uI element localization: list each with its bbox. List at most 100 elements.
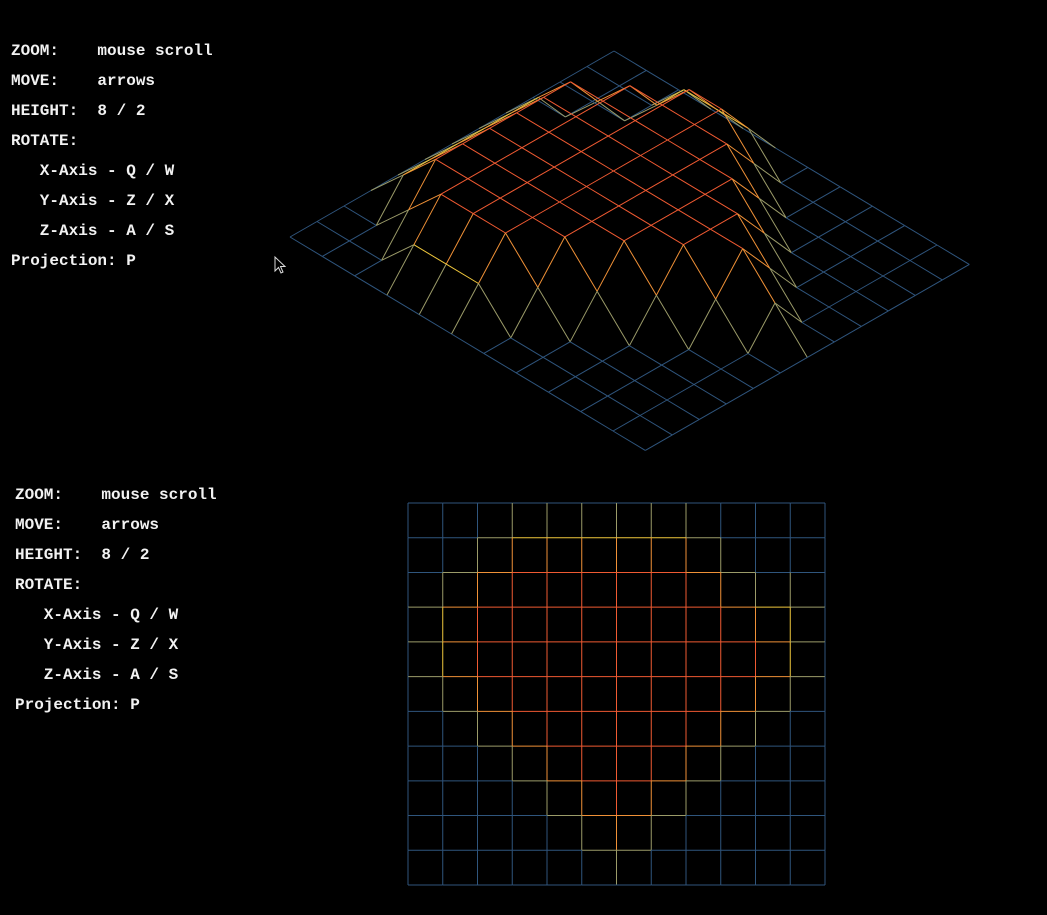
iso-edge xyxy=(780,356,808,374)
iso-edge xyxy=(645,189,679,211)
iso-edge xyxy=(661,104,695,125)
iso-edge xyxy=(602,85,631,102)
iso-edge xyxy=(591,220,625,242)
iso-edge xyxy=(639,415,673,436)
iso-edge xyxy=(445,263,479,284)
iso-edge xyxy=(548,391,581,413)
iso-edge xyxy=(758,198,792,253)
iso-edge xyxy=(704,178,733,195)
iso-edge xyxy=(462,127,490,145)
iso-edge xyxy=(483,337,512,354)
iso-edge xyxy=(505,232,539,288)
iso-edge xyxy=(720,353,749,370)
iso-edge xyxy=(640,155,674,176)
iso-edge xyxy=(672,174,706,195)
iso-edge xyxy=(780,182,814,203)
iso-edge xyxy=(354,259,382,277)
iso-edge xyxy=(747,302,776,354)
iso-edge xyxy=(812,186,841,203)
iso-edge xyxy=(553,166,587,187)
iso-edge xyxy=(780,166,809,184)
iso-edge xyxy=(823,256,851,273)
iso-edge xyxy=(791,252,824,273)
iso-edge xyxy=(882,275,916,296)
iso-edge xyxy=(376,209,409,226)
iso-edge xyxy=(570,81,604,102)
iso-edge xyxy=(564,236,598,292)
iso-edge xyxy=(343,190,372,207)
iso-edge xyxy=(408,159,437,211)
iso-edge xyxy=(613,170,647,191)
iso-edge xyxy=(440,178,469,195)
iso-edge xyxy=(655,244,684,296)
iso-edge xyxy=(580,395,608,413)
iso-edge xyxy=(349,240,382,261)
help-line: MOVE: arrows xyxy=(15,516,159,534)
iso-edge xyxy=(586,50,615,67)
iso-edge xyxy=(677,209,711,230)
iso-edge xyxy=(467,178,501,199)
iso-edge xyxy=(618,189,647,207)
iso-edge xyxy=(597,100,625,122)
iso-edge xyxy=(855,275,884,292)
iso-edge xyxy=(672,158,701,176)
iso-edge xyxy=(322,240,350,257)
iso-edge xyxy=(559,186,587,203)
iso-edge xyxy=(596,240,625,292)
iso-edge xyxy=(413,193,442,245)
iso-edge xyxy=(688,298,717,350)
iso-edge xyxy=(510,287,539,339)
iso-edge xyxy=(472,213,506,234)
iso-edge xyxy=(564,220,593,238)
iso-edge xyxy=(758,197,787,219)
iso-edge xyxy=(845,221,878,242)
iso-edge xyxy=(801,322,835,343)
help-line: ROTATE: xyxy=(11,132,78,150)
iso-edge xyxy=(542,341,571,358)
iso-edge xyxy=(543,96,577,118)
iso-edge xyxy=(586,66,620,87)
help-line: ZOOM: mouse scroll xyxy=(15,486,217,504)
help-line: MOVE: arrows xyxy=(11,72,155,90)
iso-edge xyxy=(354,275,388,296)
iso-edge xyxy=(764,232,792,254)
iso-edge xyxy=(435,143,463,160)
iso-edge xyxy=(499,197,533,218)
iso-edge xyxy=(693,368,722,385)
iso-edge xyxy=(721,108,755,164)
help-line: HEIGHT: 8 / 2 xyxy=(11,102,145,120)
iso-edge xyxy=(623,240,657,296)
iso-edge xyxy=(575,376,608,397)
iso-edge xyxy=(645,174,674,191)
iso-edge xyxy=(645,434,673,451)
iso-edge xyxy=(559,201,593,222)
iso-edge xyxy=(942,263,970,281)
iso-edge xyxy=(769,267,797,289)
iso-edge xyxy=(748,128,776,149)
iso-edge xyxy=(445,213,474,265)
iso-edge xyxy=(548,116,577,133)
iso-edge xyxy=(855,291,889,312)
iso-edge xyxy=(289,236,323,257)
iso-edge xyxy=(478,232,506,284)
iso-edge xyxy=(537,287,571,343)
iso-edge xyxy=(812,201,846,223)
iso-edge xyxy=(489,127,523,149)
iso-edge xyxy=(612,430,646,451)
iso-edge xyxy=(650,209,679,226)
help-line: Z-Axis - A / S xyxy=(11,222,175,240)
iso-edge xyxy=(510,337,544,358)
iso-edge xyxy=(607,120,636,137)
iso-edge xyxy=(472,197,501,215)
iso-edge xyxy=(418,314,452,335)
iso-edge xyxy=(888,294,916,312)
iso-edge xyxy=(607,380,635,397)
iso-edge xyxy=(693,384,727,405)
iso-edge xyxy=(289,221,318,238)
iso-edge xyxy=(602,360,635,382)
iso-edge xyxy=(575,116,609,137)
iso-edge xyxy=(548,376,576,393)
iso-edge xyxy=(726,143,760,199)
